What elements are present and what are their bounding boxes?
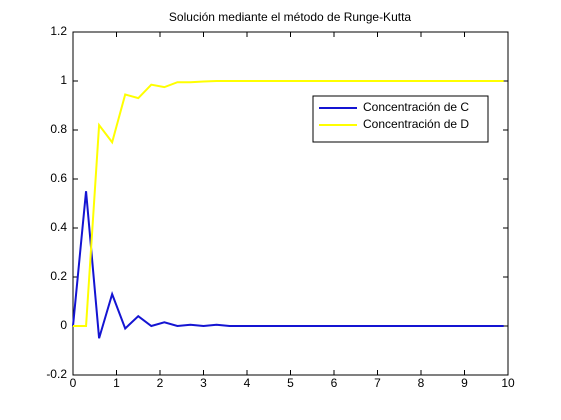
- x-tick-label: 10: [501, 376, 515, 390]
- series-line: [72, 191, 504, 339]
- y-tick-label: 0.2: [50, 269, 67, 283]
- y-tick-label: 0: [60, 318, 67, 332]
- x-tick-label: 4: [244, 376, 251, 390]
- x-tick-label: 2: [157, 376, 164, 390]
- legend-box: [312, 95, 489, 143]
- y-tick-label: 0.6: [50, 171, 67, 185]
- y-tick-label: 0.8: [50, 122, 67, 136]
- x-tick-label: 7: [374, 376, 381, 390]
- y-tick-label: -0.2: [46, 367, 67, 381]
- x-tick-label: 5: [287, 376, 294, 390]
- y-tick-label: 1.2: [50, 24, 67, 38]
- legend-label: Concentración de C: [363, 100, 469, 114]
- series-line: [73, 80, 504, 327]
- plot-area: [72, 31, 509, 376]
- chart-title: Solución mediante el método de Runge-Kut…: [169, 10, 411, 24]
- x-tick-label: 3: [200, 376, 207, 390]
- x-tick-label: 9: [461, 376, 468, 390]
- x-tick-label: 1: [113, 376, 120, 390]
- x-tick-label: 8: [418, 376, 425, 390]
- y-tick-label: 1: [60, 73, 67, 87]
- x-tick-label: 6: [331, 376, 338, 390]
- y-tick-label: 0.4: [50, 220, 67, 234]
- x-tick-label: 0: [70, 376, 77, 390]
- legend-label: Concentración de D: [363, 117, 469, 131]
